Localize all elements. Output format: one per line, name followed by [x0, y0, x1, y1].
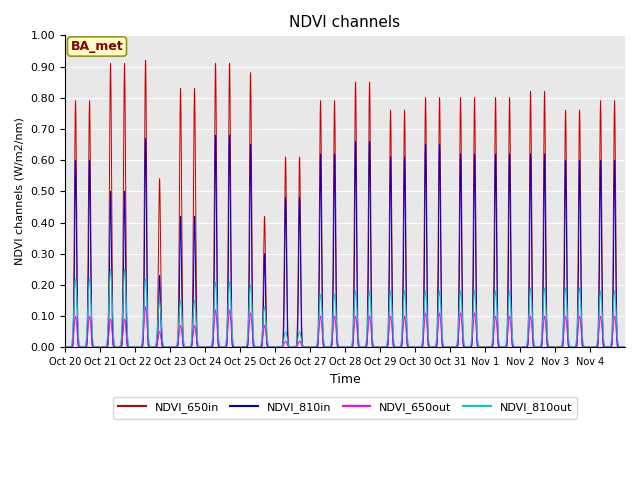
NDVI_810in — [417, 345, 425, 350]
NDVI_810in — [621, 345, 629, 350]
NDVI_810out — [61, 345, 69, 350]
NDVI_810out — [107, 266, 115, 272]
NDVI_650in — [264, 343, 271, 349]
NDVI_650out — [506, 316, 514, 322]
NDVI_810out — [393, 344, 401, 350]
NDVI_650out — [476, 344, 484, 350]
NDVI_810in — [392, 345, 400, 350]
NDVI_650in — [392, 345, 400, 350]
Y-axis label: NDVI channels (W/m2/nm): NDVI channels (W/m2/nm) — [15, 118, 25, 265]
NDVI_810out — [271, 345, 279, 350]
NDVI_650out — [141, 304, 149, 310]
NDVI_810out — [90, 340, 97, 346]
NDVI_650out — [271, 345, 279, 350]
NDVI_810in — [90, 344, 97, 350]
Text: BA_met: BA_met — [70, 40, 124, 53]
X-axis label: Time: Time — [330, 372, 360, 385]
NDVI_650out — [621, 345, 629, 350]
NDVI_810out — [264, 340, 271, 346]
Line: NDVI_810in: NDVI_810in — [65, 135, 625, 348]
NDVI_810in — [506, 187, 514, 192]
NDVI_650in — [61, 345, 69, 350]
NDVI_650out — [61, 345, 69, 350]
Line: NDVI_810out: NDVI_810out — [65, 269, 625, 348]
NDVI_650in — [417, 344, 425, 350]
NDVI_650out — [264, 343, 271, 349]
Title: NDVI channels: NDVI channels — [289, 15, 401, 30]
NDVI_810out — [506, 293, 514, 299]
NDVI_810out — [476, 344, 484, 350]
Line: NDVI_650out: NDVI_650out — [65, 307, 625, 348]
NDVI_810in — [476, 345, 484, 350]
NDVI_650in — [476, 345, 484, 350]
NDVI_650in — [506, 128, 514, 134]
NDVI_810out — [621, 345, 629, 350]
NDVI_650in — [621, 345, 629, 350]
NDVI_810in — [61, 345, 69, 350]
NDVI_810in — [212, 132, 220, 138]
NDVI_810out — [417, 344, 425, 349]
Line: NDVI_650in: NDVI_650in — [65, 60, 625, 348]
NDVI_650in — [141, 58, 149, 63]
NDVI_650out — [393, 344, 401, 350]
NDVI_810in — [264, 344, 271, 350]
NDVI_650in — [90, 344, 97, 349]
NDVI_650out — [417, 344, 425, 350]
NDVI_650out — [90, 343, 97, 349]
Legend: NDVI_650in, NDVI_810in, NDVI_650out, NDVI_810out: NDVI_650in, NDVI_810in, NDVI_650out, NDV… — [113, 396, 577, 419]
